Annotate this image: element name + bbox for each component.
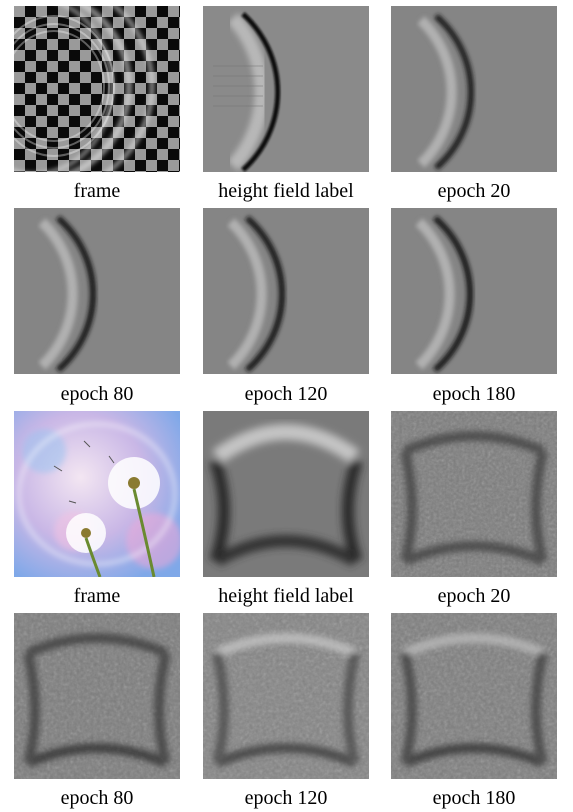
ring-prediction [391, 208, 557, 374]
prediction-image [14, 208, 180, 374]
ring-prediction [391, 6, 557, 172]
prediction-image [203, 613, 369, 779]
caption-epoch: epoch 180 [432, 383, 516, 405]
box-prediction [14, 613, 180, 779]
caption-epoch: epoch 120 [244, 787, 328, 809]
prediction-image [391, 208, 557, 374]
caption-height-field-label: height field label [218, 585, 354, 607]
frame-dandelion-image [14, 411, 180, 577]
dandelion-2 [66, 513, 106, 577]
caption-epoch: epoch 120 [244, 383, 328, 405]
box-prediction [203, 613, 369, 779]
prediction-image [391, 6, 557, 172]
frame-checkerboard-image [14, 6, 180, 172]
ring-prediction [203, 208, 369, 374]
prediction-image [203, 208, 369, 374]
dandelion-1 [108, 457, 160, 577]
caption-frame: frame [73, 585, 121, 607]
caption-frame: frame [73, 180, 121, 202]
caption-epoch: epoch 80 [60, 787, 134, 809]
ring-prediction [14, 208, 180, 374]
caption-epoch: epoch 20 [437, 585, 511, 607]
dandelion-frame [14, 411, 180, 577]
caption-epoch: epoch 20 [437, 180, 511, 202]
height-field-label-image [203, 411, 369, 577]
prediction-image [391, 411, 557, 577]
caption-epoch: epoch 180 [432, 787, 516, 809]
checkerboard-wave-frame [14, 6, 180, 172]
caption-epoch: epoch 80 [60, 383, 134, 405]
caption-height-field-label: height field label [218, 180, 354, 202]
box-height-field [203, 411, 369, 577]
box-prediction [391, 613, 557, 779]
height-field-label-image [203, 6, 369, 172]
prediction-image [391, 613, 557, 779]
prediction-image [14, 613, 180, 779]
box-prediction [391, 411, 557, 577]
ring-height-field [203, 6, 369, 172]
